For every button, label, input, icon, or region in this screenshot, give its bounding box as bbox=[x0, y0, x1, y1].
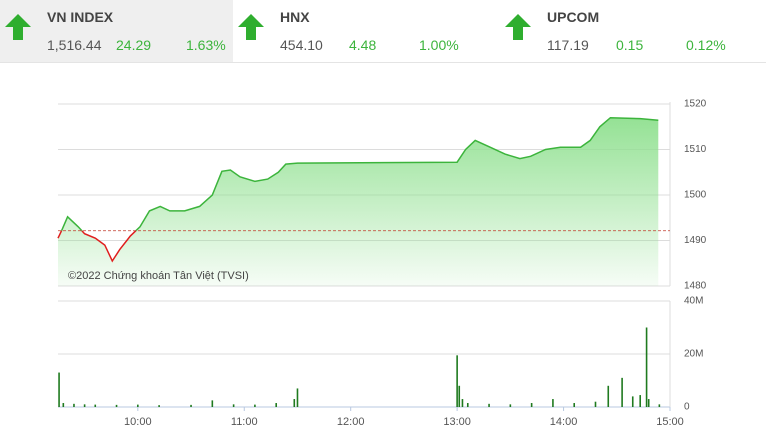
price-line bbox=[60, 116, 659, 231]
ticker-percent: 1.00% bbox=[419, 37, 459, 53]
volume-bar bbox=[232, 404, 235, 407]
up-arrow bbox=[238, 14, 264, 40]
ticker: HNX 454.10 4.48 1.00% bbox=[233, 0, 500, 62]
volume-bar bbox=[509, 404, 512, 407]
y-tick-label: 40M bbox=[684, 296, 703, 307]
up-arrow bbox=[5, 14, 31, 40]
volume-bar bbox=[658, 404, 661, 407]
volume-bar bbox=[488, 403, 490, 407]
volume-bar bbox=[275, 403, 277, 407]
volume-bar bbox=[62, 403, 65, 407]
volume-bar bbox=[211, 400, 214, 407]
volume-bar bbox=[461, 399, 464, 407]
price-line-down bbox=[57, 230, 137, 263]
watermark: ©2022 Chứng khoán Tân Việt (TVSI) bbox=[68, 270, 249, 282]
volume-bar bbox=[293, 399, 296, 407]
volume-bar bbox=[466, 403, 469, 407]
ticker-change: 24.29 bbox=[116, 37, 152, 53]
volume-bar bbox=[594, 401, 597, 407]
y-tick-label: 20M bbox=[684, 349, 703, 360]
up-arrow bbox=[505, 14, 531, 40]
volume-bar bbox=[115, 404, 118, 407]
volume-bar bbox=[456, 355, 458, 407]
volume-bar bbox=[94, 404, 97, 407]
volume-bar bbox=[647, 399, 650, 407]
volume-bar bbox=[552, 399, 554, 407]
volume-bar bbox=[621, 377, 623, 407]
volume-bar bbox=[639, 395, 641, 407]
volume-bar bbox=[158, 405, 160, 407]
volume-bar bbox=[73, 403, 75, 407]
x-tick-label: 15:00 bbox=[656, 416, 684, 428]
y-tick-label: 1510 bbox=[684, 144, 707, 155]
ticker-name: VN INDEX bbox=[47, 9, 114, 25]
volume-bar bbox=[58, 372, 60, 407]
volume-bar bbox=[296, 388, 299, 407]
x-tick-label: 13:00 bbox=[443, 416, 471, 428]
x-tick-label: 12:00 bbox=[337, 416, 365, 428]
volume-bar bbox=[631, 396, 634, 407]
x-tick-label: 11:00 bbox=[231, 416, 258, 428]
ticker-value: 1,516.44 bbox=[47, 37, 102, 53]
y-tick-label: 1490 bbox=[684, 235, 707, 246]
ticker-name: HNX bbox=[280, 9, 310, 25]
ticker-value: 117.19 bbox=[547, 37, 589, 53]
ticker: VN INDEX 1,516.44 24.29 1.63% bbox=[0, 0, 233, 62]
y-tick-label: 1520 bbox=[684, 99, 707, 110]
volume-bar bbox=[190, 404, 192, 407]
ticker: UPCOM 117.19 0.15 0.12% bbox=[500, 0, 766, 62]
x-tick-label: 14:00 bbox=[550, 416, 578, 428]
area bbox=[58, 117, 659, 286]
volume-bar bbox=[83, 404, 86, 407]
ticker-name: UPCOM bbox=[547, 9, 600, 25]
volume-bar bbox=[573, 403, 576, 407]
volume-bar bbox=[137, 404, 139, 407]
volume-bar bbox=[607, 385, 610, 407]
volume-bar bbox=[254, 404, 256, 407]
ticker-percent: 0.12% bbox=[686, 37, 726, 53]
ticker-value: 454.10 bbox=[280, 37, 323, 53]
y-tick-label: 1500 bbox=[684, 190, 707, 201]
y-tick-label: 1480 bbox=[684, 281, 707, 292]
y-tick-label: 0 bbox=[684, 402, 690, 413]
volume-bar bbox=[530, 403, 533, 407]
volume-bar bbox=[645, 327, 648, 407]
ticker-change: 4.48 bbox=[349, 37, 377, 53]
ticker-change: 0.15 bbox=[616, 37, 644, 53]
volume-bar bbox=[458, 385, 461, 407]
ticker-bar: VN INDEX 1,516.44 24.29 1.63% HNX 454.10 4.48 1… bbox=[0, 0, 766, 63]
ticker-percent: 1.63% bbox=[186, 37, 226, 53]
x-tick-label: 10:00 bbox=[124, 416, 152, 428]
